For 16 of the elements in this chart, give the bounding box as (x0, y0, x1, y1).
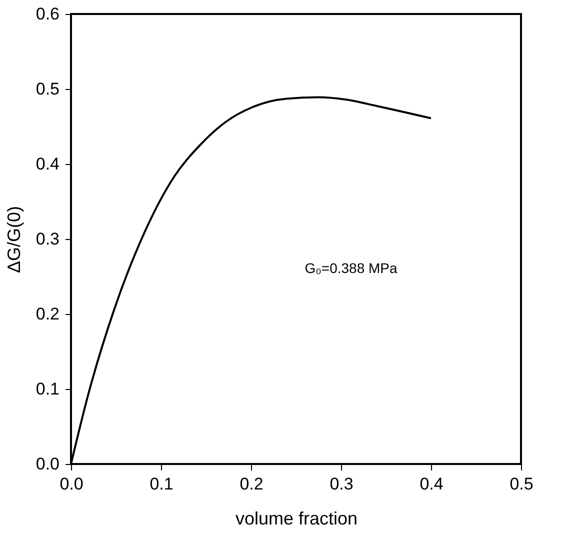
y-tick-label: 0.2 (36, 304, 60, 324)
x-tick-label: 0.5 (510, 474, 534, 494)
x-tick-label: 0.3 (330, 474, 354, 494)
x-tick-label: 0.2 (240, 474, 264, 494)
y-tick-label: 0.3 (36, 230, 60, 248)
x-tick-label: 0.4 (420, 474, 444, 494)
x-tick-label: 0.1 (150, 474, 174, 494)
y-tick-label: 0.4 (36, 154, 60, 174)
annotation: G₀=0.388 MPa (304, 260, 398, 276)
y-tick-label: 0.0 (36, 454, 60, 474)
x-tick-label: 0.0 (60, 474, 84, 494)
y-tick-label: 0.1 (36, 380, 60, 398)
y-tick-label: 0.5 (36, 80, 60, 98)
y-axis-title: ΔG/G(0) (4, 206, 24, 274)
y-tick-label: 0.6 (36, 4, 60, 24)
x-axis-title: volume fraction (235, 508, 358, 528)
